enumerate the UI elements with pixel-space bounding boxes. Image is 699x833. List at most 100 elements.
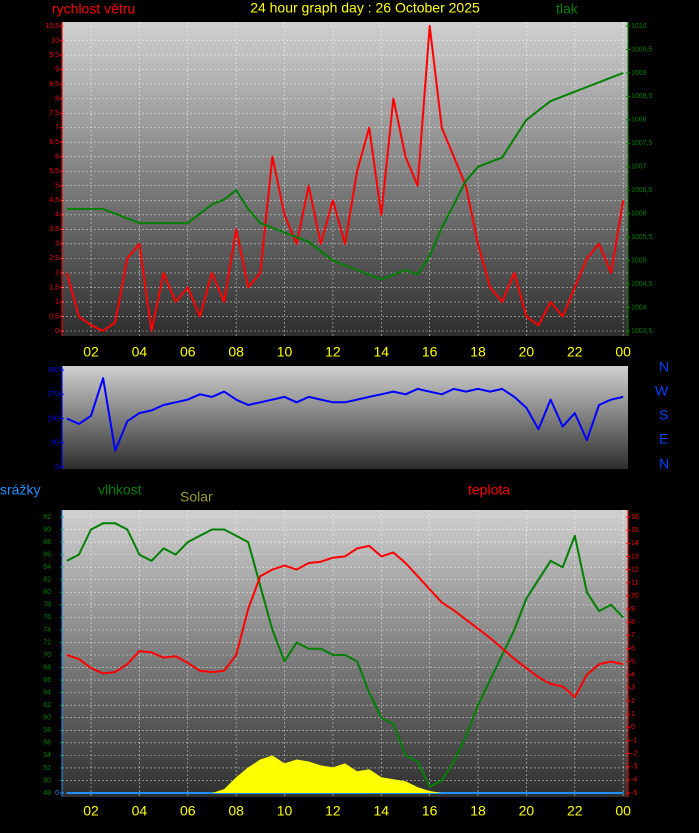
y-tick-label: 14 bbox=[631, 540, 639, 547]
x-tick-label: 16 bbox=[422, 803, 438, 819]
x-tick-label: 12 bbox=[325, 803, 341, 819]
y-tick-label: 1005,5 bbox=[631, 234, 653, 241]
y-tick-label: 8 bbox=[631, 619, 635, 626]
y-tick-label: 10,5 bbox=[45, 23, 59, 30]
y-tick-label: 0 bbox=[55, 790, 59, 797]
x-tick-label: 22 bbox=[567, 803, 583, 819]
y-tick-label: 1003,5 bbox=[631, 328, 653, 335]
y-tick-label: 7,5 bbox=[49, 110, 59, 117]
y-tick-label: 8,5 bbox=[49, 81, 59, 88]
series-line bbox=[66, 544, 624, 699]
legend-pressure: tlak bbox=[556, 1, 579, 17]
compass-label: N bbox=[659, 456, 669, 472]
y-tick-label: 86 bbox=[43, 551, 51, 558]
y-tick-label: 9,5 bbox=[49, 52, 59, 59]
x-tick-label: 20 bbox=[519, 344, 535, 360]
legend-temperature: teplota bbox=[468, 482, 510, 498]
y-tick-label: 48 bbox=[43, 790, 51, 797]
y-tick-label: 11 bbox=[631, 580, 638, 587]
y-tick-label: 1008 bbox=[631, 117, 647, 124]
y-tick-label: 72 bbox=[43, 639, 51, 646]
y-tick-label: -1 bbox=[631, 737, 637, 744]
x-tick-label: 08 bbox=[228, 803, 244, 819]
y-tick-label: 52 bbox=[43, 765, 51, 772]
y-tick-label: 6 bbox=[55, 154, 59, 161]
y-tick-label: 90 bbox=[51, 440, 59, 447]
x-tick-label: 02 bbox=[83, 803, 99, 819]
y-tick-label: -4 bbox=[631, 777, 637, 784]
y-tick-label: 15 bbox=[631, 527, 639, 534]
chart-title: 24 hour graph day : 26 October 2025 bbox=[250, 0, 480, 16]
y-tick-label: 1,5 bbox=[49, 284, 59, 291]
series-line bbox=[65, 25, 625, 332]
plot-background bbox=[62, 510, 628, 797]
y-tick-label: 9 bbox=[631, 606, 635, 613]
y-tick-label: 4 bbox=[631, 672, 635, 679]
y-tick-label: 180 bbox=[47, 415, 59, 422]
y-tick-label: 1004,5 bbox=[631, 281, 653, 288]
x-tick-label: 02 bbox=[83, 344, 99, 360]
y-tick-label: 1009,5 bbox=[631, 46, 653, 53]
y-tick-label: 7 bbox=[631, 632, 635, 639]
y-tick-label: 64 bbox=[43, 689, 51, 696]
y-tick-label: -2 bbox=[631, 750, 637, 757]
compass-label: S bbox=[659, 407, 668, 423]
y-tick-label: 3 bbox=[55, 241, 59, 248]
x-tick-label: 06 bbox=[180, 803, 196, 819]
legend-humidity: vlhkost bbox=[98, 482, 142, 498]
series-area bbox=[66, 755, 624, 793]
y-tick-label: 84 bbox=[43, 564, 51, 571]
y-tick-label: 92 bbox=[43, 514, 51, 521]
y-tick-label: 2 bbox=[55, 270, 59, 277]
x-tick-label: 04 bbox=[132, 803, 148, 819]
y-tick-label: 1006 bbox=[631, 211, 647, 218]
y-tick-label: 5 bbox=[631, 658, 635, 665]
x-tick-label: 10 bbox=[277, 803, 293, 819]
y-tick-label: 80 bbox=[43, 589, 51, 596]
y-tick-label: 66 bbox=[43, 677, 51, 684]
x-tick-label: 08 bbox=[228, 344, 244, 360]
y-tick-label: 90 bbox=[43, 526, 51, 533]
y-tick-label: 4,5 bbox=[49, 197, 59, 204]
x-tick-label: 04 bbox=[132, 344, 148, 360]
y-tick-label: 60 bbox=[43, 715, 51, 722]
y-tick-label: 10 bbox=[51, 37, 59, 44]
y-tick-label: 5 bbox=[55, 183, 59, 190]
y-tick-label: 7 bbox=[55, 125, 59, 132]
y-tick-label: 0 bbox=[55, 464, 59, 471]
x-tick-label: 18 bbox=[470, 344, 486, 360]
y-tick-label: 56 bbox=[43, 740, 51, 747]
y-tick-label: 0,5 bbox=[49, 313, 59, 320]
y-tick-label: 16 bbox=[631, 514, 639, 521]
y-tick-label: 8 bbox=[55, 95, 59, 102]
y-tick-label: 82 bbox=[43, 577, 51, 584]
y-tick-label: 1006,5 bbox=[631, 187, 653, 194]
y-tick-label: 54 bbox=[43, 752, 51, 759]
x-tick-label: 00 bbox=[615, 344, 631, 360]
y-tick-label: 0 bbox=[55, 328, 59, 335]
y-tick-label: 1007,5 bbox=[631, 140, 653, 147]
plot-background bbox=[62, 366, 628, 469]
y-tick-label: 12 bbox=[631, 566, 639, 573]
x-tick-label: 10 bbox=[277, 344, 293, 360]
x-tick-label: 22 bbox=[567, 344, 583, 360]
y-tick-label: 1 bbox=[631, 711, 635, 718]
y-tick-label: 1005 bbox=[631, 257, 647, 264]
y-tick-label: 270 bbox=[47, 391, 59, 398]
y-tick-label: 70 bbox=[43, 652, 51, 659]
y-tick-label: 74 bbox=[43, 627, 51, 634]
x-tick-label: 16 bbox=[422, 344, 438, 360]
legend-wind: rychlost větru bbox=[52, 1, 135, 17]
compass-label: E bbox=[659, 431, 668, 447]
y-tick-label: 13 bbox=[631, 553, 639, 560]
y-tick-label: 4 bbox=[55, 212, 59, 219]
y-tick-label: 1 bbox=[55, 299, 59, 306]
y-tick-label: -3 bbox=[631, 764, 637, 771]
y-tick-label: 3,5 bbox=[49, 226, 59, 233]
y-tick-label: 1004 bbox=[631, 304, 647, 311]
y-tick-label: 88 bbox=[43, 539, 51, 546]
y-tick-label: 1009 bbox=[631, 70, 647, 77]
y-tick-label: 2 bbox=[631, 698, 635, 705]
y-tick-label: 62 bbox=[43, 702, 51, 709]
y-tick-label: 1007 bbox=[631, 164, 647, 171]
